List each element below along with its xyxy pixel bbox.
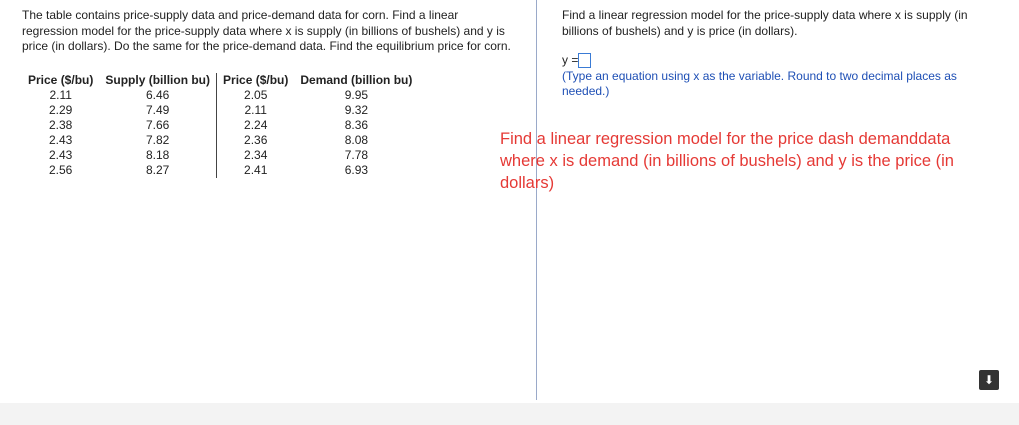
table-cell: 8.18: [99, 147, 218, 163]
main-panel: The table contains price-supply data and…: [0, 0, 1019, 403]
download-button[interactable]: ⬇: [979, 370, 999, 390]
table-row: 2.43 8.18 2.34 7.78: [22, 147, 418, 163]
table-cell: 2.38: [49, 117, 73, 132]
answer-input[interactable]: [578, 53, 592, 69]
table-cell: 8.36: [344, 117, 369, 132]
divider: [536, 0, 537, 400]
table-cell: 7.78: [344, 147, 369, 162]
table-row: 2.43 7.82 2.36 8.08: [22, 132, 418, 148]
table-cell: 6.93: [344, 162, 369, 177]
table-cell: 2.29: [49, 102, 73, 117]
column-header: Demand (billion bu): [300, 72, 413, 87]
answer-line: y =: [562, 53, 1002, 69]
equation-prefix: y =: [562, 53, 579, 67]
table-cell: 9.32: [344, 102, 369, 117]
table-cell: 2.24: [244, 117, 268, 132]
table-cell: 8.27: [99, 162, 218, 178]
prompt: Find a linear regression model for the p…: [562, 8, 968, 38]
table-row: 2.38 7.66 2.24 8.36: [22, 117, 418, 133]
table-cell: 8.08: [344, 132, 369, 147]
table-cell: 2.56: [49, 162, 73, 177]
table-cell: 2.05: [244, 87, 268, 102]
table-cell: 2.11: [244, 102, 267, 117]
table-cell: 6.46: [99, 87, 218, 103]
column-header: Price ($/bu): [28, 72, 94, 87]
column-header: Price ($/bu): [223, 72, 289, 87]
column-header: Supply (billion bu): [99, 72, 218, 88]
data-table: Price ($/bu) Supply (billion bu) Price ($/…: [22, 72, 418, 178]
hint: (Type an equation using x as the variabl…: [562, 68, 957, 99]
question-panel: The table contains price-supply data and…: [22, 8, 512, 178]
table-cell: 2.41: [244, 162, 268, 177]
table-cell: 7.66: [99, 117, 218, 133]
annotation: Find a linear regression model for the p…: [500, 130, 954, 192]
table-row: 2.56 8.27 2.41 6.93: [22, 162, 418, 178]
table-row: 2.11 6.46 2.05 9.95: [22, 87, 418, 103]
question-text: The table contains price-supply data and…: [22, 8, 511, 53]
table-row: 2.29 7.49 2.11 9.32: [22, 102, 418, 118]
answer-panel: Find a linear regression model for the p…: [562, 8, 1002, 100]
table-cell: 2.11: [49, 87, 72, 102]
table-cell: 2.34: [244, 147, 268, 162]
table-cell: 2.43: [49, 132, 73, 147]
table-cell: 2.36: [244, 132, 268, 147]
table-cell: 2.43: [49, 147, 73, 162]
table-cell: 7.49: [99, 102, 218, 118]
table-cell: 9.95: [344, 87, 369, 102]
table-cell: 7.82: [99, 132, 218, 148]
